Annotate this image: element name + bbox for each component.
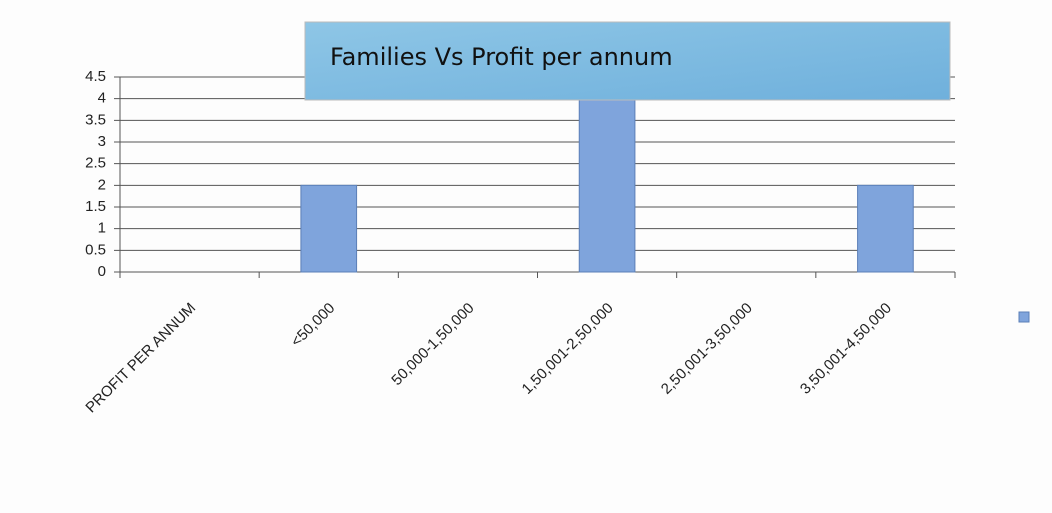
y-tick-label: 0	[98, 263, 106, 280]
y-tick-label: 1.5	[85, 198, 106, 215]
y-tick-label: 4	[98, 90, 106, 107]
legend-swatch	[1018, 311, 1030, 323]
y-tick-label: 1	[98, 220, 106, 237]
bar	[578, 98, 636, 273]
chart-title: Families Vs Profit per annum	[330, 43, 673, 71]
y-tick-label: 3	[98, 133, 106, 150]
bar	[300, 184, 358, 273]
bar	[857, 184, 914, 273]
y-tick-label: 2	[98, 176, 106, 193]
y-tick-label: 4.5	[85, 68, 106, 85]
y-tick-label: 2.5	[85, 155, 106, 172]
y-tick-label: 0.5	[85, 241, 106, 258]
y-tick-label: 3.5	[85, 111, 106, 128]
title-box	[304, 21, 951, 101]
